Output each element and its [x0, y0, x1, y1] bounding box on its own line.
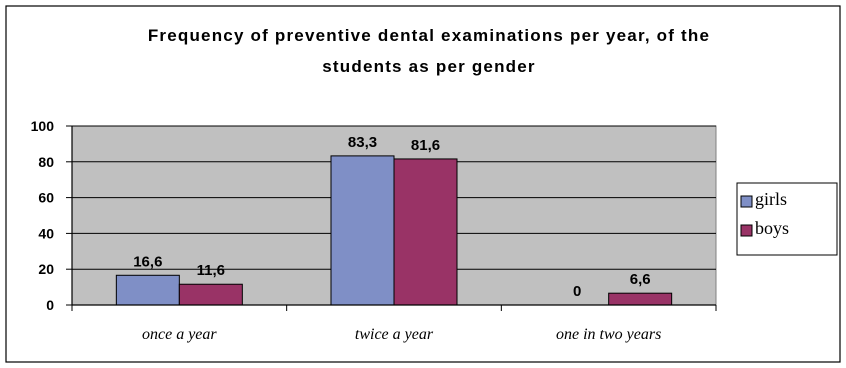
y-tick-label: 80 [38, 154, 54, 170]
legend-swatch [740, 195, 753, 208]
bar-boys [608, 292, 673, 306]
bar-girls [330, 155, 395, 306]
data-label: 11,6 [197, 262, 225, 279]
bar-boys [178, 283, 243, 306]
data-label: 6,6 [630, 271, 651, 288]
y-tick-label: 20 [38, 261, 54, 277]
bars [115, 155, 673, 306]
x-axis-categories: once a year twice a year one in two years [142, 326, 661, 343]
chart-title-line2: students as per gender [322, 57, 535, 76]
data-label: 83,3 [348, 134, 377, 151]
legend-swatch [740, 224, 753, 237]
x-category-label: twice a year [355, 326, 434, 343]
y-tick-label: 0 [46, 297, 54, 313]
y-tick-label: 100 [31, 118, 55, 134]
data-label: 16,6 [133, 253, 162, 270]
legend-label: girls [755, 189, 787, 209]
legend: girls boys [736, 182, 838, 256]
data-label: 0 [573, 283, 581, 300]
bar-boys [393, 158, 458, 306]
bar-girls [115, 274, 180, 306]
data-label: 81,6 [411, 137, 440, 154]
x-category-label: once a year [142, 326, 217, 343]
legend-box [736, 182, 838, 256]
x-category-label: one in two years [556, 326, 661, 343]
legend-label: boys [755, 218, 789, 238]
data-labels: 16,6 11,6 83,3 81,6 0 6,6 [133, 134, 650, 300]
y-axis-ticks: 0 20 40 60 80 100 [31, 118, 72, 313]
chart-title-line1: Frequency of preventive dental examinati… [148, 26, 710, 45]
y-tick-label: 60 [38, 190, 54, 206]
axes [71, 126, 717, 311]
y-tick-label: 40 [38, 225, 54, 241]
